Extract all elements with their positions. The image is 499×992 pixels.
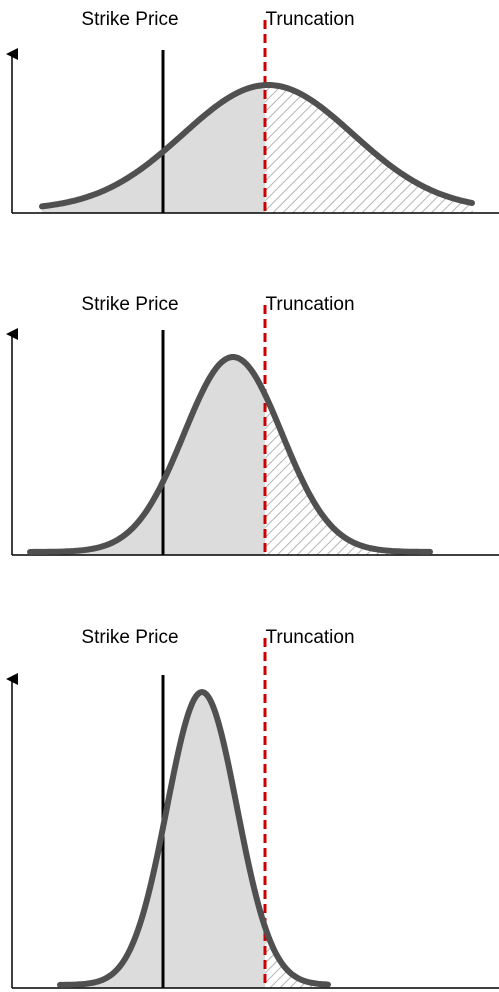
strike-label: Strike Price	[81, 627, 178, 648]
distribution-curve	[57, 689, 331, 988]
area-below-truncation	[60, 692, 265, 988]
strike-label: Strike Price	[81, 294, 178, 315]
area-above-truncation	[265, 926, 328, 988]
truncation-label: Truncation	[265, 627, 354, 648]
strike-label: Strike Price	[81, 9, 178, 30]
distribution-curve	[27, 354, 433, 555]
area-above-truncation	[265, 394, 430, 555]
truncation-label: Truncation	[265, 294, 354, 315]
area-below-truncation	[30, 357, 265, 555]
distribution-curve	[39, 82, 475, 210]
area-below-truncation	[42, 85, 265, 213]
truncation-label: Truncation	[265, 9, 354, 30]
